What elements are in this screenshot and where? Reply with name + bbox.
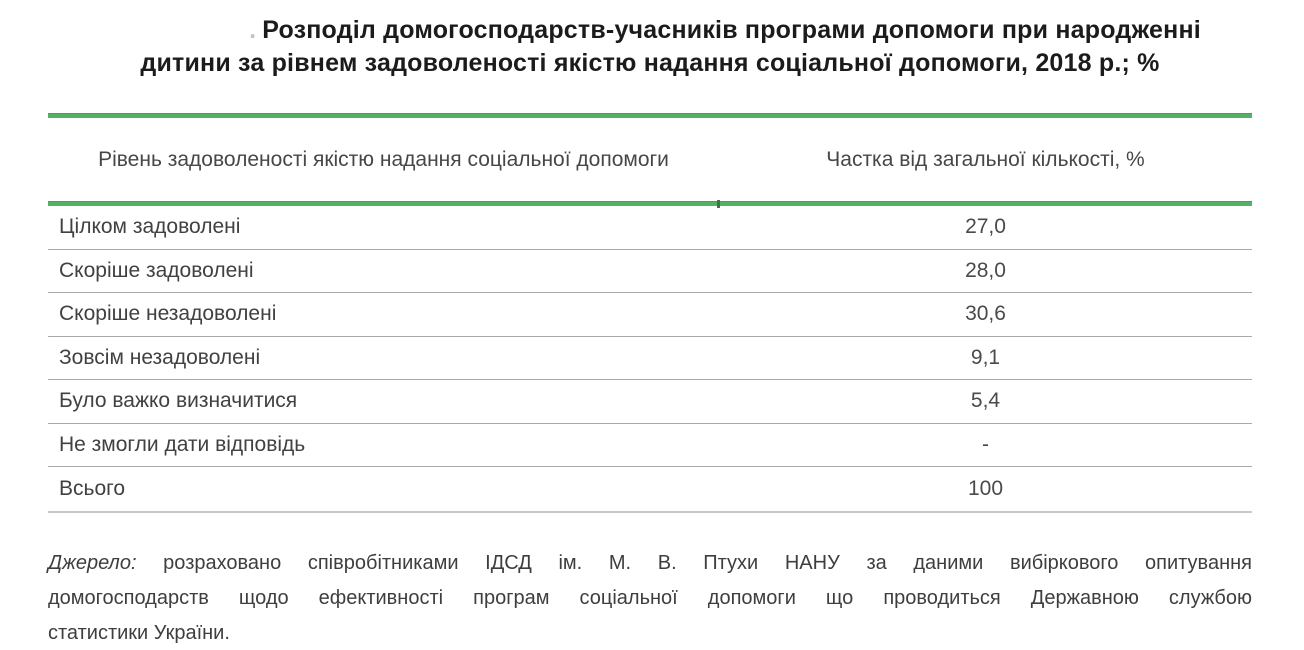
table-row: Зовсім незадоволені 9,1 — [48, 337, 1252, 380]
satisfaction-table: Рівень задоволеності якістю надання соці… — [48, 113, 1252, 513]
row-label: Не змогли дати відповідь — [59, 432, 306, 456]
table-header-bottom-rule — [48, 200, 1252, 208]
title-line-1-text: Розподіл домогосподарств-учасників прогр… — [262, 16, 1201, 44]
table-row: Цілком задоволені 27,0 — [48, 206, 1252, 250]
row-label: Було важко визначитися — [59, 389, 298, 413]
source-line-1: Джерело: розраховано співробітниками ІДС… — [48, 546, 1252, 581]
column-header-level: Рівень задоволеності якістю надання соці… — [98, 147, 669, 171]
title-line-2: дитини за рівнем задоволеності якістю на… — [140, 49, 1160, 77]
row-value: 5,4 — [970, 389, 1001, 413]
row-label: Скоріше задоволені — [59, 258, 254, 282]
row-value: 27,0 — [965, 215, 1006, 239]
row-label: Зовсім незадоволені — [59, 345, 261, 369]
source-label: Джерело: — [48, 551, 137, 574]
table-row: Скоріше задоволені 28,0 — [48, 250, 1252, 293]
table-row: Було важко визначитися 5,4 — [48, 380, 1252, 424]
table-body: Цілком задоволені 27,0 Скоріше задоволен… — [48, 206, 1252, 511]
row-value: - — [982, 432, 989, 456]
table-bottom-rule — [48, 510, 1252, 513]
row-value: 9,1 — [970, 345, 1001, 369]
table-header-row: Рівень задоволеності якістю надання соці… — [48, 118, 1252, 201]
row-value: 100 — [967, 476, 1004, 500]
title-prefix-dot: . — [249, 16, 257, 44]
source-note: Джерело: розраховано співробітниками ІДС… — [48, 546, 1252, 650]
column-divider-tick — [717, 200, 720, 208]
row-value: 28,0 — [965, 258, 1006, 282]
table-row-total: Всього 100 — [48, 467, 1252, 511]
row-label: Цілком задоволені — [59, 215, 241, 239]
row-value: 30,6 — [965, 302, 1006, 326]
row-label: Всього — [59, 476, 126, 500]
source-line-2: домогосподарств щодо ефективності програ… — [48, 586, 1252, 609]
column-header-share: Частка від загальної кількості, % — [826, 147, 1145, 171]
page-title: . Розподіл домогосподарств-учасників прог… — [48, 14, 1252, 80]
row-label: Скоріше незадоволені — [59, 302, 277, 326]
source-line-3: статистики України. — [48, 621, 230, 644]
source-line-1-text: розраховано співробітниками ІДСД ім. М. … — [163, 551, 1252, 574]
table-top-rule — [48, 113, 1252, 118]
table-row: Не змогли дати відповідь - — [48, 424, 1252, 467]
title-line-1: . Розподіл домогосподарств-учасників прог… — [48, 14, 1252, 47]
table-row: Скоріше незадоволені 30,6 — [48, 293, 1252, 337]
